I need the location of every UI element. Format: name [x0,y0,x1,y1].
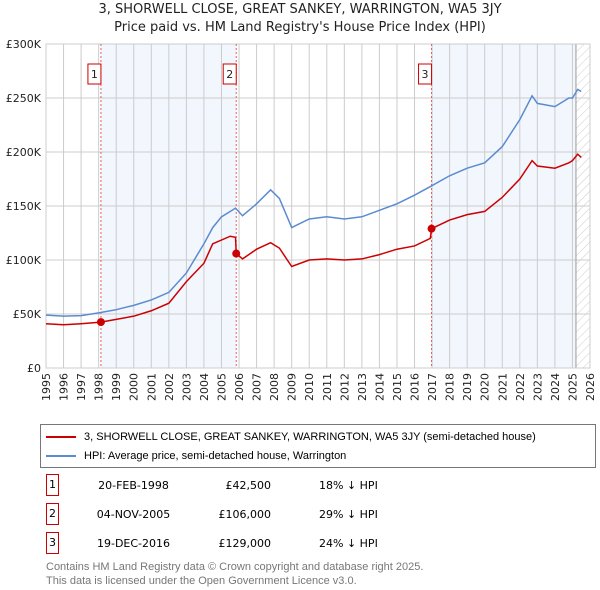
sale-price: £106,000 [218,507,272,521]
legend-swatch-blue [46,455,76,457]
sale-label: 3 [422,68,429,81]
sale-price: £42,500 [225,478,272,492]
y-tick-label: £200K [6,146,42,159]
sale-label-box [87,63,102,85]
sale-price: £129,000 [218,536,272,550]
sale-row: 2 04-NOV-2005 £106,000 29% ↓ HPI [46,503,378,525]
x-tick-label: 2004 [198,373,211,401]
x-tick-label: 1998 [93,373,106,401]
sale-row: 3 19-DEC-2016 £129,000 24% ↓ HPI [46,532,378,554]
sale-date: 04-NOV-2005 [96,507,171,521]
sale-date: 19-DEC-2016 [96,536,171,550]
x-tick-label: 2020 [479,373,492,401]
x-tick-label: 2007 [251,373,264,401]
x-tick-label: 2010 [303,373,316,401]
y-tick-label: £50K [13,308,42,321]
x-tick-label: 2024 [549,373,562,401]
x-tick-label: 1995 [40,373,53,401]
x-tick-label: 2006 [233,373,246,401]
sale-badge: 1 [46,474,59,496]
sale-badge: 3 [46,532,59,554]
x-tick-label: 1999 [110,373,123,401]
sale-hpi-diff: 29% ↓ HPI [319,507,378,521]
y-tick-label: £100K [6,254,42,267]
y-tick-label: £300K [6,38,42,51]
sale-label: 2 [226,68,233,81]
x-tick-label: 2005 [215,373,228,401]
sale-label: 1 [91,68,98,81]
x-tick-label: 2003 [180,373,193,401]
legend-item-property: 3, SHORWELL CLOSE, GREAT SANKEY, WARRING… [41,428,536,446]
sale-row: 1 20-FEB-1998 £42,500 18% ↓ HPI [46,474,378,496]
x-tick-label: 2011 [321,373,334,401]
legend-item-hpi: HPI: Average price, semi-detached house,… [41,447,346,465]
x-tick-label: 2002 [163,373,176,401]
legend-label: HPI: Average price, semi-detached house,… [84,450,347,462]
x-tick-label: 2025 [566,373,579,401]
plot-area: 1995 1996 1997 1998 1999 2000 2001 2002 2003 2004… [6,38,597,401]
legend-label: 3, SHORWELL CLOSE, GREAT SANKEY, WARRING… [84,431,536,443]
x-tick-label: 2008 [268,373,281,401]
series-line-property [45,153,582,326]
x-tick-label: 1996 [58,373,71,401]
y-tick-label: £0 [27,362,41,375]
legend-swatch-red [46,436,76,438]
x-tick-label: 2018 [444,373,457,401]
y-tick-label: £250K [6,92,42,105]
x-tick-label: 2022 [514,373,527,401]
legend: 3, SHORWELL CLOSE, GREAT SANKEY, WARRING… [40,424,596,468]
series-line-hpi [45,88,582,317]
x-tick-label: 2009 [286,373,299,401]
sale-point [427,224,436,233]
sale-date: 20-FEB-1998 [98,478,169,492]
x-tick-label: 2026 [584,373,597,401]
sale-badge: 2 [46,503,59,525]
x-tick-label: 2017 [426,373,439,401]
sale-point [96,318,105,327]
x-tick-label: 2012 [338,373,351,401]
x-tick-label: 2023 [531,373,544,401]
x-tick-label: 2016 [409,373,422,401]
sale-hpi-diff: 24% ↓ HPI [319,536,378,550]
x-tick-label: 2001 [145,373,158,401]
footer-line-1: Contains HM Land Registry data © Crown c… [46,561,424,573]
chart-subtitle: Price paid vs. HM Land Registry's House … [114,20,486,35]
sale-point [232,249,241,258]
x-tick-label: 2013 [356,373,369,401]
x-tick-label: 1997 [75,373,88,401]
x-tick-label: 2021 [496,373,509,401]
x-tick-label: 2015 [391,373,404,401]
sale-hpi-diff: 18% ↓ HPI [319,478,378,492]
x-tick-label: 2019 [461,373,474,401]
plot-border [45,43,591,369]
y-tick-label: £150K [6,200,42,213]
chart-title: 3, SHORWELL CLOSE, GREAT SANKEY, WARRING… [98,2,502,17]
sale-label-box [222,63,237,85]
sale-label-box [418,63,433,85]
x-tick-label: 2014 [373,373,386,401]
x-tick-label: 2000 [128,373,141,401]
footer-line-2: This data is licensed under the Open Gov… [46,575,357,587]
